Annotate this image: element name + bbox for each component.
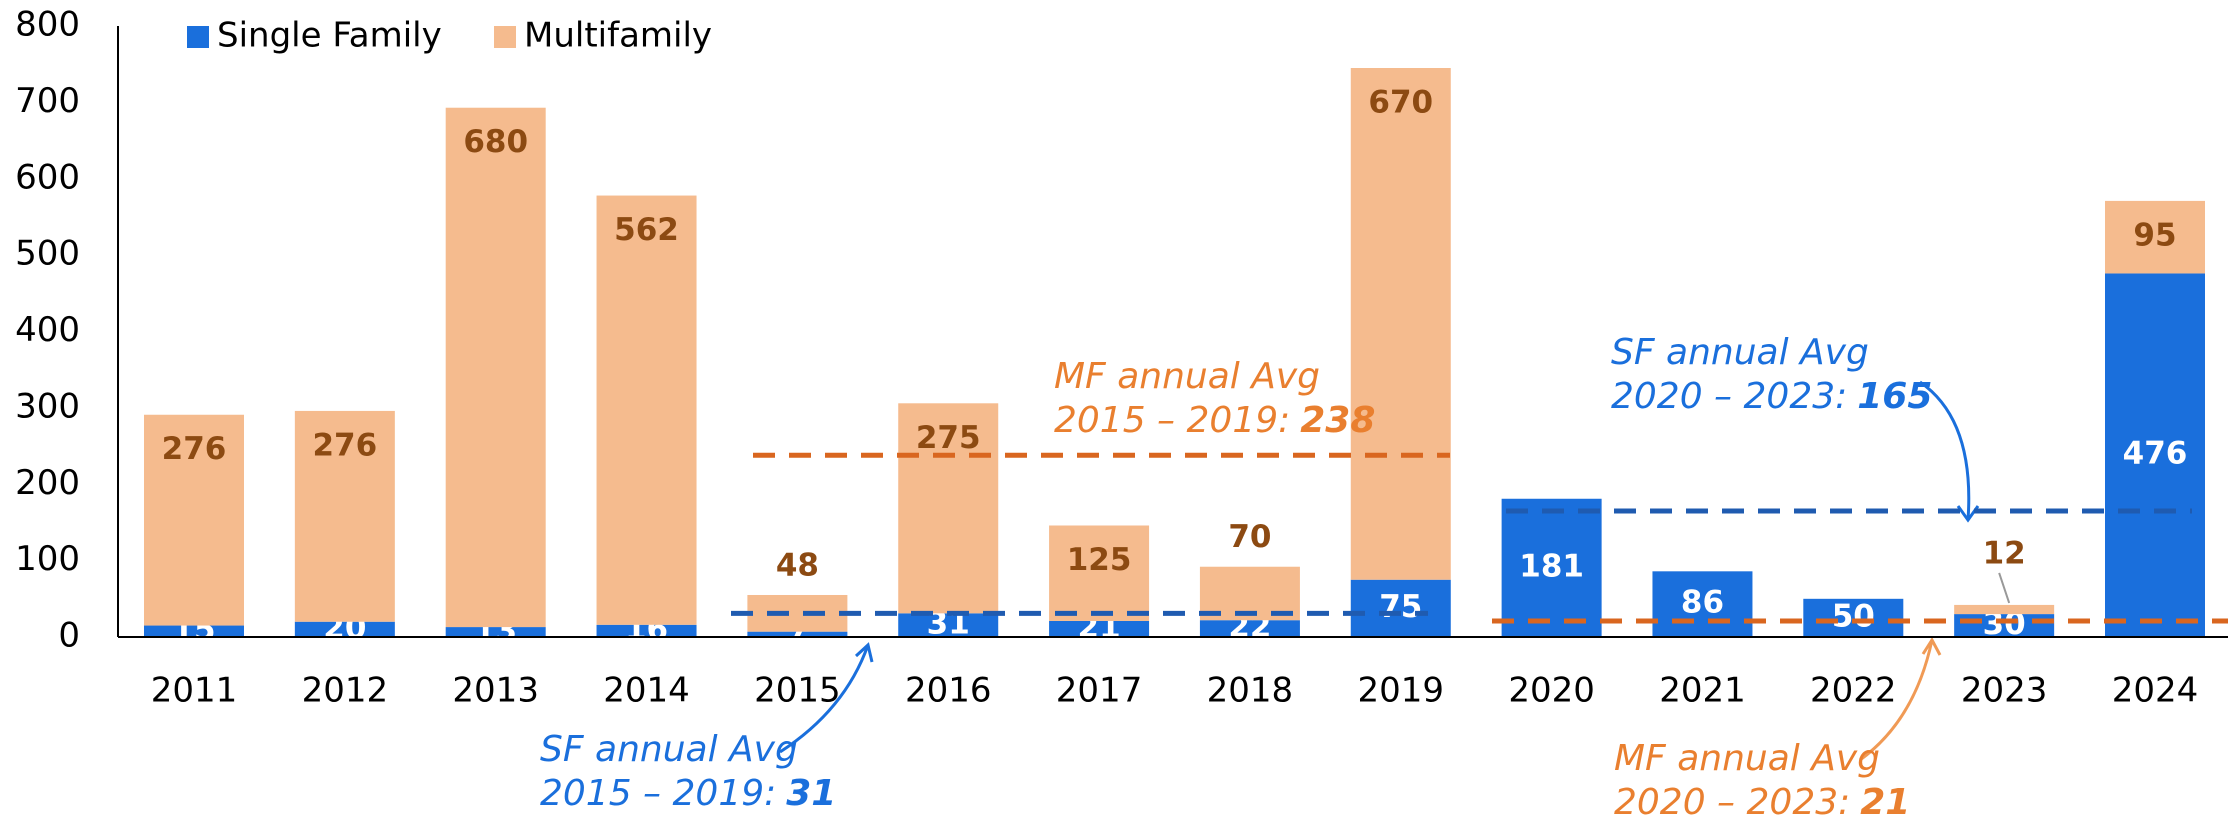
y-tick-label: 700 [15, 81, 80, 121]
data-label: 562 [614, 212, 679, 248]
x-tick-label: 2014 [603, 671, 690, 711]
y-tick-label: 600 [15, 157, 80, 197]
data-label: 125 [1067, 542, 1132, 578]
annotation-period-text: 2015 – 2019: [1054, 400, 1290, 441]
x-tick-label: 2013 [452, 671, 539, 711]
data-label: 680 [463, 124, 528, 160]
x-tick-label: 2012 [302, 671, 389, 711]
bar-segment [1652, 571, 1753, 637]
annotation-period: 2015 – 2019: 31 [540, 773, 836, 814]
annotation-period: 2020 – 2023: 21 [1614, 782, 1910, 821]
data-label: 276 [162, 431, 227, 467]
bar-segment [1350, 579, 1451, 637]
bar-segment [294, 621, 395, 637]
bar-segment [1803, 598, 1904, 637]
x-tick-label: 2021 [1659, 671, 1746, 711]
data-label: 476 [2123, 436, 2188, 472]
bar-segment [1954, 604, 2055, 615]
bar-segment [445, 627, 546, 637]
leader-line [1998, 572, 2011, 604]
bar-segment [596, 195, 697, 625]
data-label: 275 [916, 420, 981, 456]
bar-segment [294, 410, 395, 622]
bar-segment [1049, 620, 1150, 637]
x-tick-label: 2017 [1056, 671, 1143, 711]
x-tick-label: 2024 [2112, 671, 2199, 711]
arrow [779, 644, 870, 754]
data-label: 70 [1228, 519, 1271, 555]
data-label: 95 [2133, 217, 2176, 253]
y-tick-label: 400 [15, 310, 80, 350]
annotation-value: 165 [1857, 376, 1932, 417]
bar-segment [2105, 273, 2205, 637]
bar-segment [445, 107, 546, 628]
data-label: 86 [1681, 585, 1724, 621]
annotation-label: MF annual Avg [1054, 356, 1320, 397]
x-tick-label: 2019 [1358, 671, 1445, 711]
y-tick-label: 800 [15, 5, 80, 45]
annotation-value: 31 [786, 773, 836, 814]
y-tick-label: 500 [15, 234, 80, 274]
bar-segment [596, 624, 697, 637]
arrow-head [854, 642, 874, 663]
annotation-value: 238 [1300, 400, 1375, 441]
data-label: 181 [1519, 548, 1584, 584]
arrow [1919, 380, 1971, 521]
bar-segment [747, 631, 848, 637]
annotation-period-text: 2020 – 2023: [1614, 782, 1850, 821]
bar-segment [1350, 68, 1451, 580]
legend-label: Single Family [217, 16, 442, 56]
bar-segment [1049, 525, 1150, 621]
x-tick-label: 2015 [754, 671, 841, 711]
data-label: 670 [1368, 85, 1433, 121]
data-label: 50 [1832, 598, 1875, 634]
legend-label: Multifamily [524, 16, 712, 56]
y-tick-label: 0 [58, 616, 80, 656]
x-tick-label: 2018 [1207, 671, 1294, 711]
annotation-period: 2015 – 2019: 238 [1054, 400, 1375, 441]
annotation-value: 21 [1860, 782, 1910, 821]
data-label: 75 [1379, 589, 1422, 625]
bar-segment [144, 414, 244, 626]
annotation-label: MF annual Avg [1614, 738, 1880, 779]
bar-segment [1501, 498, 1602, 637]
bar-segment [898, 613, 999, 637]
data-label: 48 [776, 547, 819, 583]
annotation-label: SF annual Avg [1611, 332, 1869, 373]
x-tick-label: 2016 [905, 671, 992, 711]
annotation-period-text: 2020 – 2023: [1611, 376, 1847, 417]
bar-segment [144, 625, 244, 637]
data-label: 276 [312, 427, 377, 463]
x-tick-label: 2011 [151, 671, 238, 711]
y-tick-label: 200 [15, 463, 80, 503]
annotation-period: 2020 – 2023: 165 [1611, 376, 1932, 417]
x-tick-label: 2023 [1961, 671, 2048, 711]
arrow [1859, 639, 1934, 762]
bar-segment [898, 403, 999, 614]
legend-swatch [494, 26, 516, 48]
y-tick-label: 100 [15, 539, 80, 579]
annotation-label: SF annual Avg [540, 729, 798, 770]
annotation-period-text: 2015 – 2019: [540, 773, 776, 814]
x-tick-label: 2020 [1508, 671, 1595, 711]
bar-segment [2105, 200, 2205, 274]
data-label: 12 [1983, 535, 2026, 571]
y-tick-label: 300 [15, 386, 80, 426]
legend-swatch [187, 26, 209, 48]
arrow-head [1921, 637, 1942, 656]
bar-segment [747, 594, 848, 632]
x-tick-label: 2022 [1810, 671, 1897, 711]
bar-segment [1199, 620, 1300, 637]
